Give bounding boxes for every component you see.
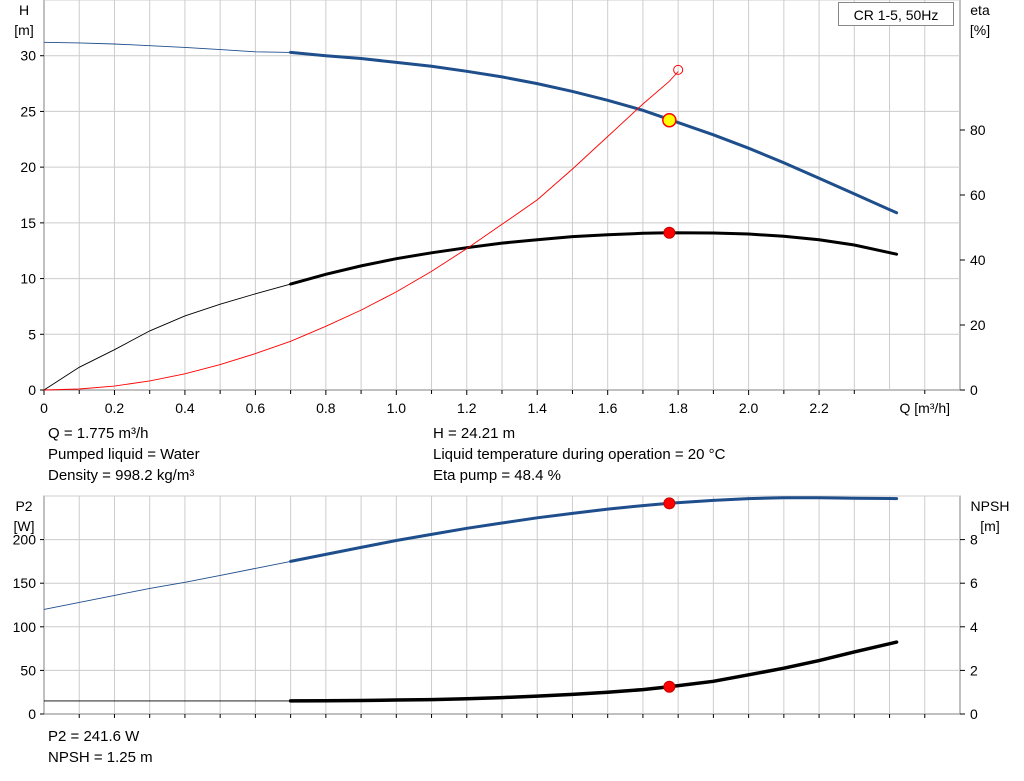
y2-axis-title: NPSH: [971, 498, 1010, 514]
y-tick-label: 10: [20, 271, 36, 287]
y2-tick-label: 20: [970, 317, 986, 333]
density-value: Density = 998.2 kg/m³: [48, 467, 195, 484]
x-tick-label: 1.0: [387, 400, 407, 416]
y-axis-unit: [m]: [14, 22, 33, 38]
y2-axis-title: eta: [970, 2, 990, 18]
x-tick-label: 0.8: [316, 400, 336, 416]
duty-point-marker: [662, 112, 677, 128]
x-tick-label: 1.2: [457, 400, 477, 416]
flow-value: Q = 1.775 m³/h: [48, 425, 149, 442]
operating-point-marker: [663, 680, 676, 693]
y-tick-label: 0: [28, 382, 36, 398]
npsh-value: NPSH = 1.25 m: [48, 749, 153, 766]
y2-tick-label: 8: [970, 532, 978, 548]
series-2-line: [289, 231, 899, 286]
y-tick-label: 15: [20, 215, 36, 231]
y2-tick-label: 80: [970, 122, 986, 138]
x-tick-label: 1.8: [668, 400, 688, 416]
head-value: H = 24.21 m: [433, 425, 516, 442]
y2-tick-label: 0: [970, 706, 978, 722]
x-tick-label: 1.6: [598, 400, 618, 416]
y2-tick-label: 40: [970, 252, 986, 268]
series-1-line: [289, 496, 899, 563]
x-tick-label: 0: [40, 400, 48, 416]
operating-point-info-left: Q = 1.775 m³/h Pumped liquid = Water Den…: [48, 423, 200, 486]
x-tick-label: 2.0: [739, 400, 759, 416]
y-axis-title: P2: [15, 498, 32, 514]
x-tick-label: 1.4: [527, 400, 547, 416]
eta-end-marker: [673, 64, 684, 75]
operating-point-marker: [663, 497, 676, 510]
series-2-extension-line: [43, 283, 291, 391]
liquid-temperature: Liquid temperature during operation = 20…: [433, 446, 726, 463]
y2-tick-label: 60: [970, 187, 986, 203]
series-3-line: [43, 71, 679, 391]
y-axis-title: H: [19, 2, 29, 18]
operating-point-marker: [663, 226, 676, 239]
pumped-liquid: Pumped liquid = Water: [48, 446, 200, 463]
p2-value: P2 = 241.6 W: [48, 728, 140, 745]
y-tick-label: 150: [13, 575, 37, 591]
x-tick-label: 0.2: [105, 400, 125, 416]
y-tick-label: 20: [20, 159, 36, 175]
series-1-extension-line: [43, 41, 291, 53]
y-tick-label: 100: [13, 619, 37, 635]
y2-tick-label: 2: [970, 662, 978, 678]
y2-axis-unit: [m]: [980, 518, 999, 534]
y2-tick-label: 0: [970, 382, 978, 398]
y-tick-label: 5: [28, 326, 36, 342]
power-npsh-info: P2 = 241.6 W NPSH = 1.25 m: [48, 726, 153, 768]
y-tick-label: 25: [20, 103, 36, 119]
series-1-line: [289, 50, 899, 215]
y-axis-unit: [W]: [14, 518, 35, 534]
y-tick-label: 200: [13, 532, 37, 548]
operating-point-info-right: H = 24.21 m Liquid temperature during op…: [433, 423, 725, 486]
x-tick-label: 2.2: [809, 400, 829, 416]
x-tick-label: 0.4: [175, 400, 195, 416]
y-tick-label: 30: [20, 48, 36, 64]
x-axis-title: Q [m³/h]: [899, 400, 950, 416]
legend: CR 1-5, 50Hz: [838, 2, 954, 26]
x-tick-label: 0.6: [246, 400, 266, 416]
y2-tick-label: 6: [970, 575, 978, 591]
eta-pump-value: Eta pump = 48.4 %: [433, 467, 561, 484]
y2-axis-unit: [%]: [970, 22, 990, 38]
y2-tick-label: 4: [970, 619, 978, 635]
series-1-extension-line: [43, 560, 291, 610]
series-2-line: [288, 640, 899, 703]
y-tick-label: 0: [28, 706, 36, 722]
y-tick-label: 50: [20, 662, 36, 678]
